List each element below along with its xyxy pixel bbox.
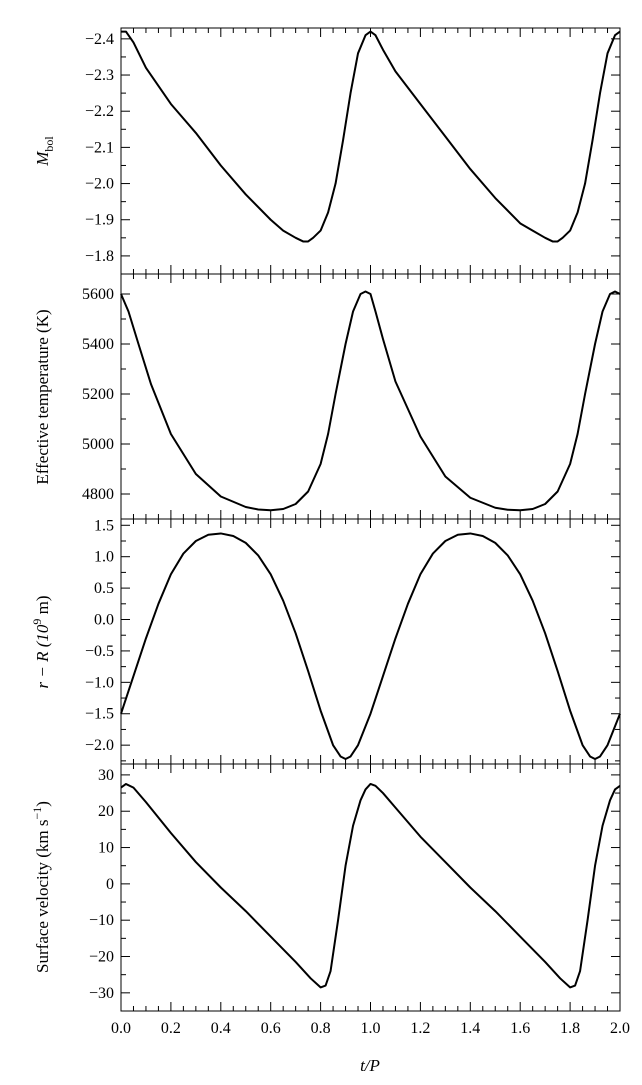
y-tick-label: 0.5 — [94, 580, 114, 597]
y-axis-label-velocity-sup: −1 — [30, 807, 44, 820]
y-axis-label-radius-prefix: r − R (10 — [33, 624, 52, 688]
panel-velocity: 30 20 10 0 −10 −20 −30 Surface velocity (km s−… — [30, 763, 621, 1012]
x-tick-label: 1.0 — [361, 1020, 381, 1037]
y-tick-label: 1.0 — [94, 549, 114, 566]
y-axis-label-velocity-suffix: ) — [33, 801, 52, 807]
y-axis-label-radius: r − R (109 m) — [30, 595, 52, 688]
panel-radius-x-ticks — [120, 519, 621, 764]
panel-temperature: 4800 5000 5200 5400 5600 Effective temperatu… — [33, 273, 621, 520]
x-tick-label: 1.8 — [560, 1020, 580, 1037]
y-axis-label-radius-sup: 9 — [30, 619, 44, 625]
x-tick-label: 2.0 — [610, 1020, 630, 1037]
y-tick-label: −1.5 — [85, 706, 114, 723]
y-axis-label-radius-suffix: m) — [33, 595, 52, 618]
panel-temperature-y-ticks: 4800 5000 5200 5400 5600 — [82, 286, 620, 520]
x-tick-labels: 0.0 0.2 0.4 0.6 0.8 1.0 1.2 1.4 1.6 1.8 2.0 — [111, 1020, 630, 1037]
y-tick-label: 30 — [98, 767, 114, 784]
y-tick-label: 0 — [106, 876, 114, 893]
y-tick-label: −10 — [89, 912, 114, 929]
y-tick-label: −2.2 — [85, 103, 114, 120]
y-tick-label: 5000 — [82, 436, 114, 453]
y-tick-label: −1.0 — [85, 674, 114, 691]
y-axis-label-velocity: Surface velocity (km s−1) — [30, 801, 52, 973]
y-tick-label: 4800 — [82, 486, 114, 503]
y-tick-label: −1.8 — [85, 248, 114, 265]
mbol-curve — [121, 30, 621, 243]
y-tick-label: 0.0 — [94, 612, 114, 629]
x-tick-label: 0.2 — [161, 1020, 181, 1037]
y-tick-label: −2.4 — [85, 31, 114, 48]
temperature-curve — [120, 290, 621, 512]
x-tick-label: 1.2 — [410, 1020, 430, 1037]
panel-velocity-y-ticks: 30 20 10 0 −10 −20 −30 — [89, 767, 620, 1012]
panel-temperature-x-ticks — [120, 274, 621, 519]
y-tick-label: −2.1 — [85, 139, 114, 156]
panel-radius: 1.5 1.0 0.5 0.0 −0.5 −1.0 −1.5 −2.0 r − R (109 … — [30, 517, 621, 765]
y-tick-label: −20 — [89, 949, 114, 966]
y-tick-label: −2.0 — [85, 176, 114, 193]
x-tick-label: 1.4 — [460, 1020, 480, 1037]
x-tick-label: 0.8 — [311, 1020, 331, 1037]
radius-curve — [120, 532, 621, 760]
velocity-curve — [120, 782, 621, 989]
y-tick-label: −30 — [89, 985, 114, 1002]
panel-radius-y-ticks: 1.5 1.0 0.5 0.0 −0.5 −1.0 −1.5 −2.0 — [85, 517, 620, 762]
panel-mbol: −2.4 −2.3 −2.2 −2.1 −2.0 −1.9 −1.8 Mbol — [33, 27, 621, 275]
y-tick-label: −2.0 — [85, 737, 114, 754]
x-tick-label: 1.6 — [510, 1020, 530, 1037]
y-tick-label: −1.9 — [85, 212, 114, 229]
panel-radius-frame — [120, 518, 621, 765]
y-tick-label: 10 — [98, 840, 114, 857]
y-axis-label-velocity-prefix: Surface velocity (km s — [33, 820, 52, 973]
y-axis-label-mbol-sub: bol — [42, 136, 56, 152]
panel-temperature-frame — [120, 273, 621, 520]
x-tick-label: 0.6 — [261, 1020, 281, 1037]
y-axis-label-mbol: Mbol — [33, 136, 56, 167]
panel-mbol-x-ticks — [120, 28, 621, 274]
panel-velocity-frame — [120, 763, 621, 1012]
y-tick-label: 5200 — [82, 386, 114, 403]
panel-mbol-y-ticks: −2.4 −2.3 −2.2 −2.1 −2.0 −1.9 −1.8 — [85, 31, 620, 275]
y-tick-label: −2.3 — [85, 67, 114, 84]
y-tick-label: 5600 — [82, 286, 114, 303]
x-tick-label: 0.4 — [211, 1020, 231, 1037]
y-tick-label: −0.5 — [85, 643, 114, 660]
y-axis-label-mbol-main: M — [33, 151, 52, 167]
y-tick-label: 5400 — [82, 336, 114, 353]
y-tick-label: 1.5 — [94, 517, 114, 534]
panel-velocity-x-ticks — [120, 764, 621, 1011]
x-axis-label: t/P — [360, 1056, 380, 1075]
y-axis-label-temperature: Effective temperature (K) — [33, 309, 52, 484]
x-tick-label: 0.0 — [111, 1020, 131, 1037]
y-tick-label: 20 — [98, 803, 114, 820]
